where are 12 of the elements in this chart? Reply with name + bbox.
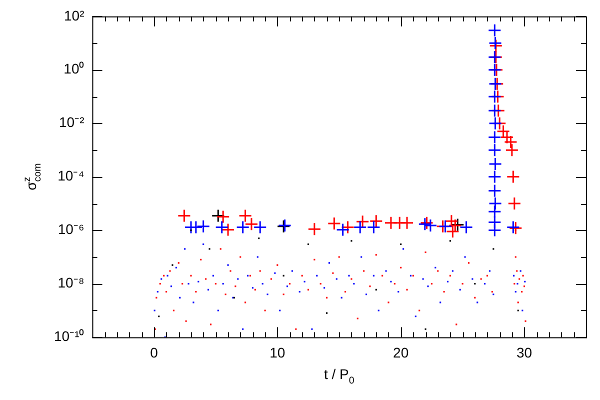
x-tick-label: 20 bbox=[393, 344, 409, 360]
y-tick-label: 10⁰ bbox=[64, 60, 84, 77]
y-tick-label: 10⁻⁸ bbox=[58, 274, 84, 291]
y-tick-label: 10⁻⁴ bbox=[58, 168, 84, 184]
y-axis-title: σzcom bbox=[22, 163, 44, 190]
y-tick-label: 10⁻⁶ bbox=[58, 221, 84, 238]
x-tick-label: 30 bbox=[516, 344, 532, 360]
y-tick-label: 10⁻² bbox=[59, 114, 85, 130]
x-tick-label: 0 bbox=[150, 344, 158, 360]
x-tick-label: 10 bbox=[270, 344, 286, 360]
y-tick-label: 10⁻¹⁰ bbox=[54, 328, 84, 344]
y-tick-label: 10² bbox=[64, 7, 85, 24]
